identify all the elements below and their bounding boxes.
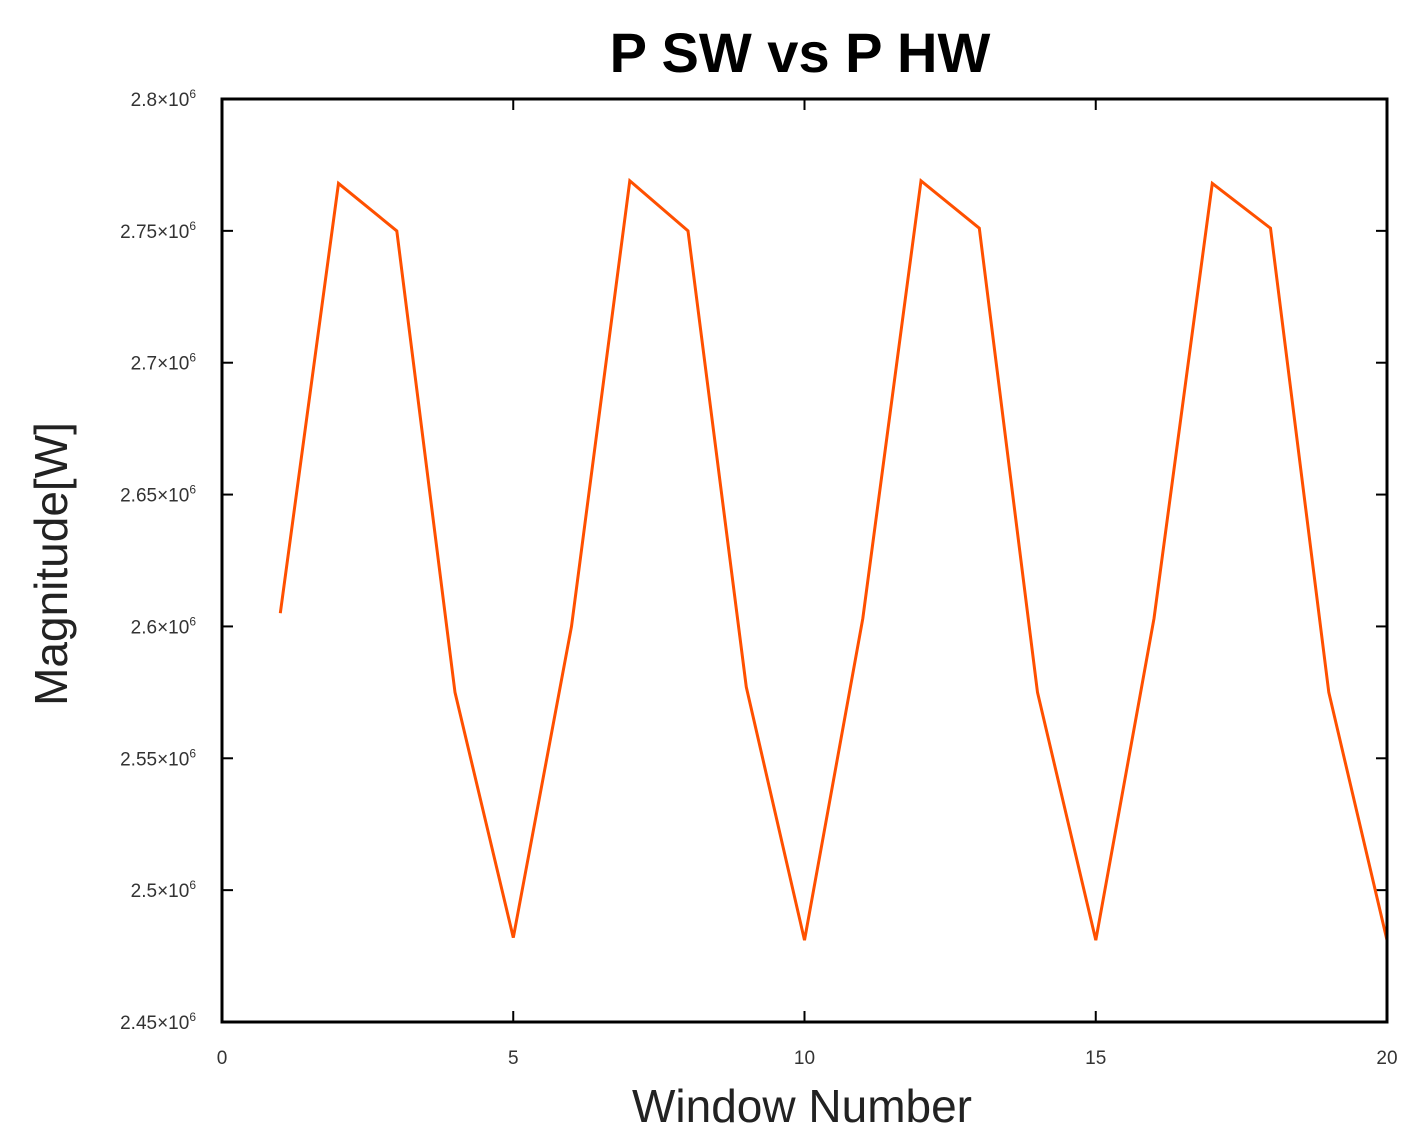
series-line [278,177,1389,941]
x-axis-label: Window Number [632,1080,972,1132]
x-tick-label: 5 [508,1048,519,1069]
x-tick-label: 20 [1376,1048,1397,1069]
y-axis-label: Magnitude[W] [25,422,77,706]
y-tick-label: 2.5×106 [131,878,197,902]
x-tick-label: 0 [217,1048,228,1069]
x-axis: 0 5 10 15 20 [217,99,1398,1069]
y-tick-label: 2.7×106 [131,351,197,375]
plot-frame [220,97,1389,1024]
y-tick-label: 2.75×106 [120,219,196,243]
plot-series [278,177,1389,941]
y-tick-label: 2.45×106 [120,1010,196,1034]
y-axis: 2.45×106 2.5×106 2.55×106 2.6×106 2.65×106 2.… [120,87,1387,1034]
x-tick-label: 15 [1085,1048,1106,1069]
chart-title: P SW vs P HW [610,21,991,84]
y-tick-label: 2.65×106 [120,483,196,507]
x-tick-label: 10 [794,1048,815,1069]
y-tick-label: 2.6×106 [131,614,197,638]
y-tick-label: 2.55×106 [120,746,196,770]
y-tick-label: 2.8×106 [131,87,197,111]
